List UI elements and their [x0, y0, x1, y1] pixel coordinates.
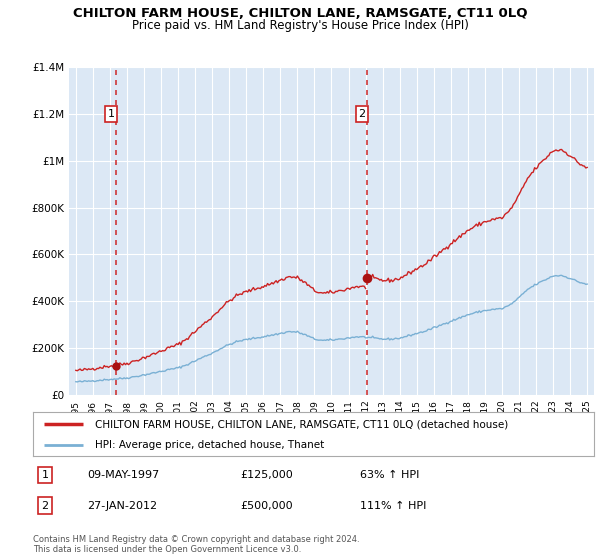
Text: 111% ↑ HPI: 111% ↑ HPI: [360, 501, 427, 511]
Text: 63% ↑ HPI: 63% ↑ HPI: [360, 470, 419, 480]
Text: 2: 2: [358, 109, 365, 119]
Text: HPI: Average price, detached house, Thanet: HPI: Average price, detached house, Than…: [95, 440, 324, 450]
Text: £125,000: £125,000: [240, 470, 293, 480]
Text: 09-MAY-1997: 09-MAY-1997: [87, 470, 159, 480]
Text: Contains HM Land Registry data © Crown copyright and database right 2024.: Contains HM Land Registry data © Crown c…: [33, 535, 359, 544]
Text: This data is licensed under the Open Government Licence v3.0.: This data is licensed under the Open Gov…: [33, 545, 301, 554]
Text: CHILTON FARM HOUSE, CHILTON LANE, RAMSGATE, CT11 0LQ: CHILTON FARM HOUSE, CHILTON LANE, RAMSGA…: [73, 7, 527, 20]
Text: Price paid vs. HM Land Registry's House Price Index (HPI): Price paid vs. HM Land Registry's House …: [131, 19, 469, 32]
Text: 27-JAN-2012: 27-JAN-2012: [87, 501, 157, 511]
Text: 1: 1: [107, 109, 115, 119]
Text: £500,000: £500,000: [240, 501, 293, 511]
Text: 2: 2: [41, 501, 49, 511]
Text: CHILTON FARM HOUSE, CHILTON LANE, RAMSGATE, CT11 0LQ (detached house): CHILTON FARM HOUSE, CHILTON LANE, RAMSGA…: [95, 419, 508, 429]
Text: 1: 1: [41, 470, 49, 480]
